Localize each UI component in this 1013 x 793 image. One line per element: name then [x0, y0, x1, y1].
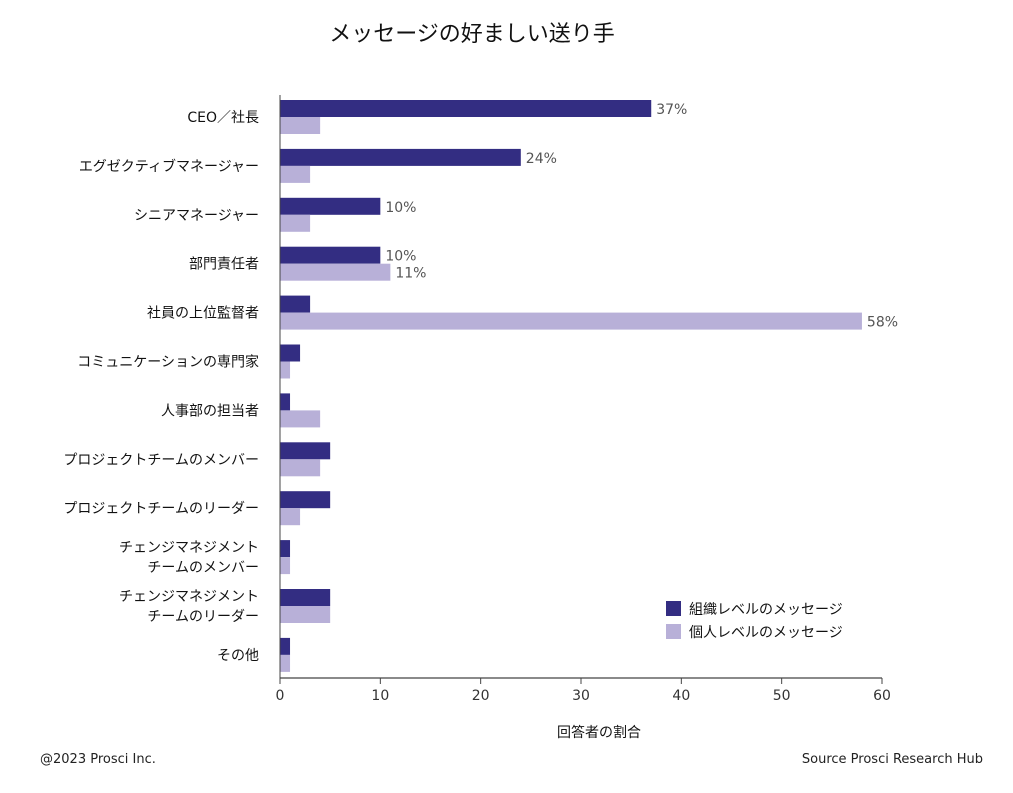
data-label: 10% [385, 200, 416, 216]
data-label: 37% [656, 102, 687, 118]
bar-organization [280, 295, 311, 313]
x-tick-label: 30 [572, 688, 590, 704]
category-label: エグゼクティブマネージャー [79, 158, 259, 175]
category-label: プロジェクトチームのメンバー [63, 452, 259, 468]
x-tick-label: 10 [371, 688, 389, 704]
copyright-text: @2023 Prosci Inc. [40, 752, 156, 767]
x-tick-label: 50 [773, 688, 791, 704]
category-label: その他 [217, 648, 259, 664]
bar-individual [280, 361, 291, 379]
category-label: チェンジマネジメント [119, 540, 259, 556]
bar-individual [280, 214, 311, 232]
bar-organization [280, 540, 291, 558]
x-axis-title: 回答者の割合 [557, 724, 641, 741]
category-label: 社員の上位監督者 [147, 305, 259, 322]
category-label: CEO／社長 [187, 110, 259, 126]
bar-individual [280, 410, 321, 428]
x-tick-label: 0 [276, 688, 285, 704]
bar-individual [280, 117, 321, 134]
bar-organization [280, 100, 652, 117]
x-tick-label: 40 [672, 688, 690, 704]
category-label: チームのリーダー [147, 609, 259, 625]
category-label: チームのメンバー [147, 560, 259, 576]
bar-organization [280, 246, 381, 264]
data-labels: 37%24%10%10%11%58% [385, 102, 898, 331]
bar-individual [280, 165, 311, 183]
category-label: シニアマネージャー [134, 208, 259, 224]
legend-swatch [666, 624, 681, 639]
source-text: Source Prosci Research Hub [801, 752, 983, 767]
bar-individual [280, 312, 862, 330]
bar-individual [280, 606, 331, 623]
category-labels: CEO／社長エグゼクティブマネージャーシニアマネージャー部門責任者社員の上位監督… [63, 110, 259, 664]
bar-organization [280, 442, 331, 460]
bars [280, 100, 862, 672]
bar-organization [280, 637, 291, 655]
legend-label: 個人レベルのメッセージ [689, 625, 843, 641]
bar-individual [280, 459, 321, 477]
bar-organization [280, 491, 331, 509]
category-label: コミュニケーションの専門家 [77, 354, 259, 371]
data-label: 24% [526, 151, 557, 167]
bar-organization [280, 589, 331, 606]
category-label: チェンジマネジメント [119, 589, 259, 605]
bar-organization [280, 393, 291, 411]
bar-organization [280, 148, 521, 166]
bar-individual [280, 557, 291, 575]
legend-label: 組織レベルのメッセージ [689, 602, 843, 618]
category-label: 部門責任者 [189, 257, 259, 273]
bar-individual [280, 508, 301, 526]
legend-swatch [666, 601, 681, 616]
data-label: 10% [385, 249, 416, 265]
data-label: 11% [395, 266, 426, 282]
data-label: 58% [867, 315, 898, 331]
bar-organization [280, 197, 381, 215]
x-tick-label: 20 [472, 688, 490, 704]
bar-organization [280, 344, 301, 362]
chart-title: メッセージの好ましい送り手 [329, 22, 615, 47]
category-label: プロジェクトチームのリーダー [63, 501, 259, 517]
bar-individual [280, 263, 391, 281]
x-tick-label: 60 [873, 688, 891, 704]
bar-individual [280, 654, 291, 672]
category-label: 人事部の担当者 [161, 403, 259, 419]
x-axis: 0 10 20 30 40 50 60 [276, 95, 891, 704]
